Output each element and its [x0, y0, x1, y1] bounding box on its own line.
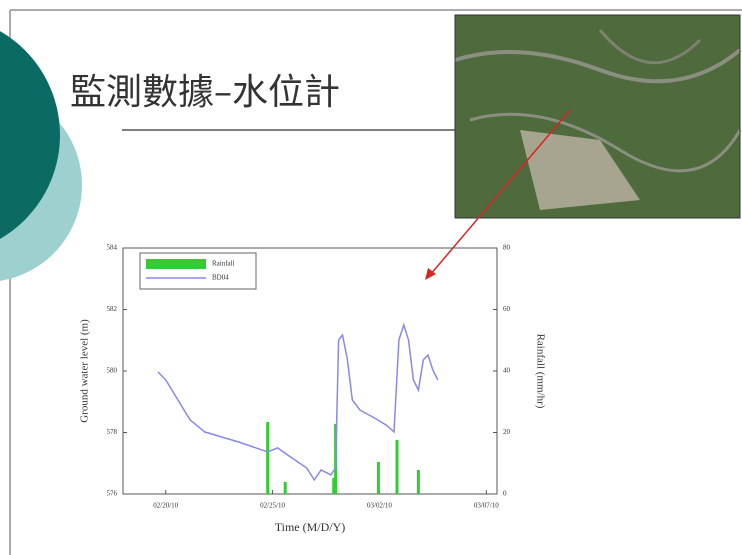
- x-tick-label: 02/25/10: [260, 502, 285, 510]
- bar: [395, 439, 399, 494]
- aerial-photo: [454, 14, 742, 219]
- y-tick-label: 582: [107, 305, 118, 313]
- y-tick-label: 578: [107, 428, 118, 436]
- line: [157, 322, 439, 482]
- x-tick-label: 03/02/10: [367, 502, 392, 510]
- x-tick-label: 02/20/10: [153, 502, 178, 510]
- bar: [266, 422, 270, 494]
- legend-swatch: [146, 259, 206, 269]
- y-tick-label: 580: [107, 367, 118, 375]
- decor-circle-dark: [0, 31, 60, 239]
- y2-tick-label: 80: [503, 244, 511, 252]
- bar: [376, 462, 380, 494]
- y2-tick-label: 20: [503, 428, 511, 436]
- y2-tick-label: 60: [503, 305, 511, 313]
- legend-label: Rainfall: [212, 260, 235, 268]
- x-axis-label: Time (M/D/Y): [275, 520, 346, 534]
- y-tick-label: 584: [107, 244, 118, 252]
- y2-tick-label: 40: [503, 367, 511, 375]
- x-tick-label: 03/07/10: [474, 502, 499, 510]
- y-tick-label: 576: [107, 490, 118, 498]
- slide-title: 監測數據–水位計: [70, 72, 340, 113]
- legend-label: BD04: [212, 274, 229, 282]
- y-axis-label: Ground water level (m): [79, 319, 91, 423]
- legend-box: [139, 252, 257, 290]
- arrow-head: [425, 268, 436, 280]
- y2-tick-label: 0: [503, 490, 507, 498]
- bar: [416, 470, 420, 494]
- bar: [332, 478, 336, 494]
- y2-axis-label: Rainfall (mm/hr): [534, 334, 546, 409]
- bar: [283, 482, 287, 494]
